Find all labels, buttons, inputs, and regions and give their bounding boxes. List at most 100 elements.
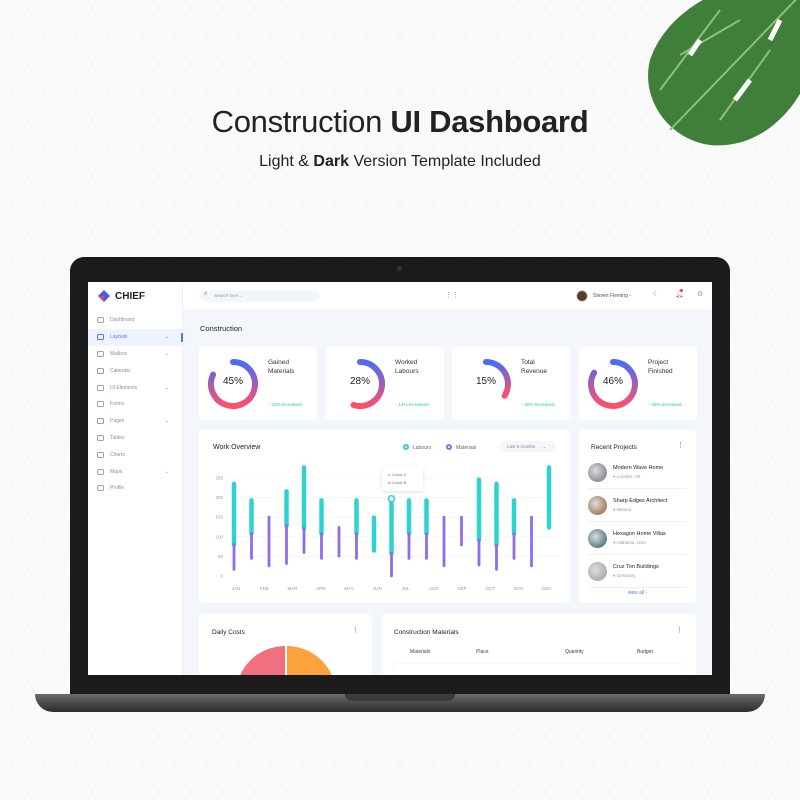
- dashboard-screen: CHIEF Dashboard Layouts ⌄ Mailbox ⌄ Calendar U…: [88, 282, 712, 675]
- grid-menu-icon[interactable]: ⋮⋮: [445, 292, 459, 299]
- chevron-down-icon: ⌄: [164, 350, 169, 357]
- legend-materials[interactable]: Materials: [456, 445, 477, 451]
- stat-increase-text: 20% Increased: [524, 402, 555, 407]
- project-name: Hexagon Home Villas: [613, 531, 666, 537]
- legend-materials-marker: [446, 444, 452, 450]
- brand-logo[interactable]: CHIEF: [98, 290, 145, 302]
- project-thumbnail: [588, 462, 607, 482]
- range-select[interactable]: Last 6 months ⌄: [499, 441, 556, 452]
- project-location: London, UK: [616, 474, 641, 479]
- view-all-link[interactable]: view all ›: [627, 590, 648, 596]
- sidebar-item-forms[interactable]: Forms: [88, 396, 183, 413]
- sidebar-item-profile[interactable]: Profile: [88, 480, 183, 497]
- y-tick-label: 200: [215, 495, 223, 500]
- stat-card: 45% Gained Materials ↑ 23% Increased: [199, 347, 317, 420]
- project-list-item[interactable]: Sharp Edges Architect ⌖ Mexico: [588, 489, 687, 522]
- promo-title: Construction UI Dashboard: [0, 104, 800, 140]
- more-options-icon[interactable]: ⋮: [677, 442, 684, 449]
- x-tick-label: OCT: [486, 586, 496, 591]
- column-header[interactable]: Materials: [410, 649, 431, 655]
- project-name: Cruz Ton Buildings: [613, 564, 659, 570]
- column-header[interactable]: Place: [476, 649, 489, 655]
- chevron-down-icon: ⌄: [164, 384, 169, 391]
- sidebar-item-label: Forms: [110, 401, 125, 408]
- sidebar-item-layouts[interactable]: Layouts ⌄: [88, 328, 183, 346]
- user-avatar[interactable]: [576, 290, 588, 302]
- highlight-point[interactable]: [387, 495, 396, 503]
- progress-donut: [483, 359, 511, 399]
- top-bar: Search here... ⌕ ⋮⋮ Steven Fleming ⌄ ☾ 🔔…: [183, 282, 712, 310]
- legend-labours[interactable]: Labours: [413, 445, 432, 451]
- sidebar-item-label: UI Elements: [110, 384, 138, 391]
- notification-bell-icon[interactable]: 🔔︎: [675, 291, 684, 298]
- page-title: Construction: [200, 324, 243, 333]
- settings-gear-icon[interactable]: ⚙: [697, 291, 704, 298]
- sidebar-item-pages[interactable]: Pages ⌄: [88, 413, 183, 430]
- stat-label-line1: Project: [648, 359, 669, 366]
- stat-card: 15% Total Revenue ↑ 20% Increased: [452, 347, 570, 420]
- column-header[interactable]: Quantity: [565, 649, 584, 655]
- project-list-item[interactable]: Cruz Ton Buildings ⌖ Germany: [588, 555, 687, 588]
- x-tick-label: FEB: [260, 586, 269, 591]
- pie-slice-1: [236, 646, 285, 675]
- stat-increase-text: 23% Increased: [271, 402, 302, 407]
- title-light: Construction: [211, 104, 383, 139]
- chevron-down-icon[interactable]: ⌄: [628, 292, 633, 298]
- work-overview-chart: 0 50 100 150 200 250 JAN FEB MAR APR MAY JUN JUL AUG S…: [215, 465, 559, 591]
- column-header[interactable]: Budget: [637, 649, 653, 655]
- y-tick-label: 0: [220, 574, 223, 579]
- maps-icon: [97, 468, 104, 475]
- chevron-down-icon: ⌄: [164, 468, 169, 475]
- forms-icon: [97, 401, 104, 408]
- donut-arc: [208, 359, 258, 409]
- progress-donut: [208, 359, 258, 409]
- card-title: Work Overview: [213, 444, 261, 451]
- x-tick-label: SEP: [458, 586, 467, 591]
- sidebar-item-charts[interactable]: Charts: [88, 446, 183, 463]
- user-name[interactable]: Steven Fleming: [593, 293, 628, 299]
- x-tick-label: NOV: [514, 586, 524, 591]
- more-options-icon[interactable]: ⋮: [676, 627, 683, 634]
- sidebar-item-label: Dashboard: [110, 317, 135, 324]
- monstera-leaf-decoration: [648, 0, 800, 146]
- project-name: Sharp Edges Architect: [613, 498, 668, 504]
- sidebar-item-maps[interactable]: Maps ⌄: [88, 463, 183, 480]
- recent-projects-card: Recent Projects ⋮ Modern Wave Home ⌖ Lond…: [579, 430, 696, 603]
- stat-label-line2: Labours: [395, 368, 419, 375]
- project-list-item[interactable]: Hexagon Home Villas ⌖ Alabama, USA: [588, 522, 687, 555]
- arrow-up-icon: ↑: [521, 402, 524, 407]
- search-input[interactable]: Search here...: [200, 290, 320, 302]
- arrow-up-icon: ↑: [268, 402, 271, 407]
- arrow-up-icon: ↑: [648, 402, 651, 407]
- sidebar-item-label: Tables: [110, 434, 125, 441]
- construction-materials-card: Construction Materials ⋮ Materials Place Q…: [382, 614, 696, 675]
- stat-increase: ↑ 14% Increased: [395, 402, 429, 407]
- sidebar-item-calendar[interactable]: Calendar: [88, 362, 183, 379]
- project-thumbnail: [588, 495, 607, 515]
- project-list-item[interactable]: Modern Wave Home ⌖ London, UK: [588, 456, 687, 489]
- promo-subtitle: Light & Dark Version Template Included: [0, 153, 800, 171]
- sidebar-item-mailbox[interactable]: Mailbox ⌄: [88, 346, 183, 363]
- x-tick-label: JAN: [232, 586, 241, 591]
- more-options-icon[interactable]: ⋮: [352, 627, 359, 634]
- x-tick-label: AUG: [429, 586, 439, 591]
- sidebar-item-ui-elements[interactable]: UI Elements ⌄: [88, 379, 183, 396]
- sidebar-item-dashboard[interactable]: Dashboard: [88, 312, 183, 329]
- logo-icon: [98, 290, 110, 302]
- sidebar-item-label: Pages: [110, 418, 125, 425]
- stat-label-line1: Worked: [395, 359, 418, 366]
- sidebar-item-tables[interactable]: Tables: [88, 430, 183, 447]
- stat-increase: ↑ 33% Increased: [648, 402, 682, 407]
- progress-donut: [588, 359, 638, 409]
- daily-costs-card: Daily Costs ⋮: [199, 614, 372, 675]
- stat-increase-text: 14% Increased: [398, 402, 429, 407]
- calendar-icon: [97, 367, 104, 374]
- pages-icon: [97, 418, 104, 425]
- stat-label-line1: Total: [521, 359, 535, 366]
- chart-tooltip: ● Grade A ● Grade B: [382, 467, 423, 491]
- dark-mode-icon[interactable]: ☾: [653, 291, 660, 298]
- camera: [397, 266, 402, 271]
- chevron-down-icon: ⌄: [164, 334, 169, 341]
- x-tick-label: MAY: [344, 586, 353, 591]
- stat-label-line1: Gained: [268, 359, 289, 366]
